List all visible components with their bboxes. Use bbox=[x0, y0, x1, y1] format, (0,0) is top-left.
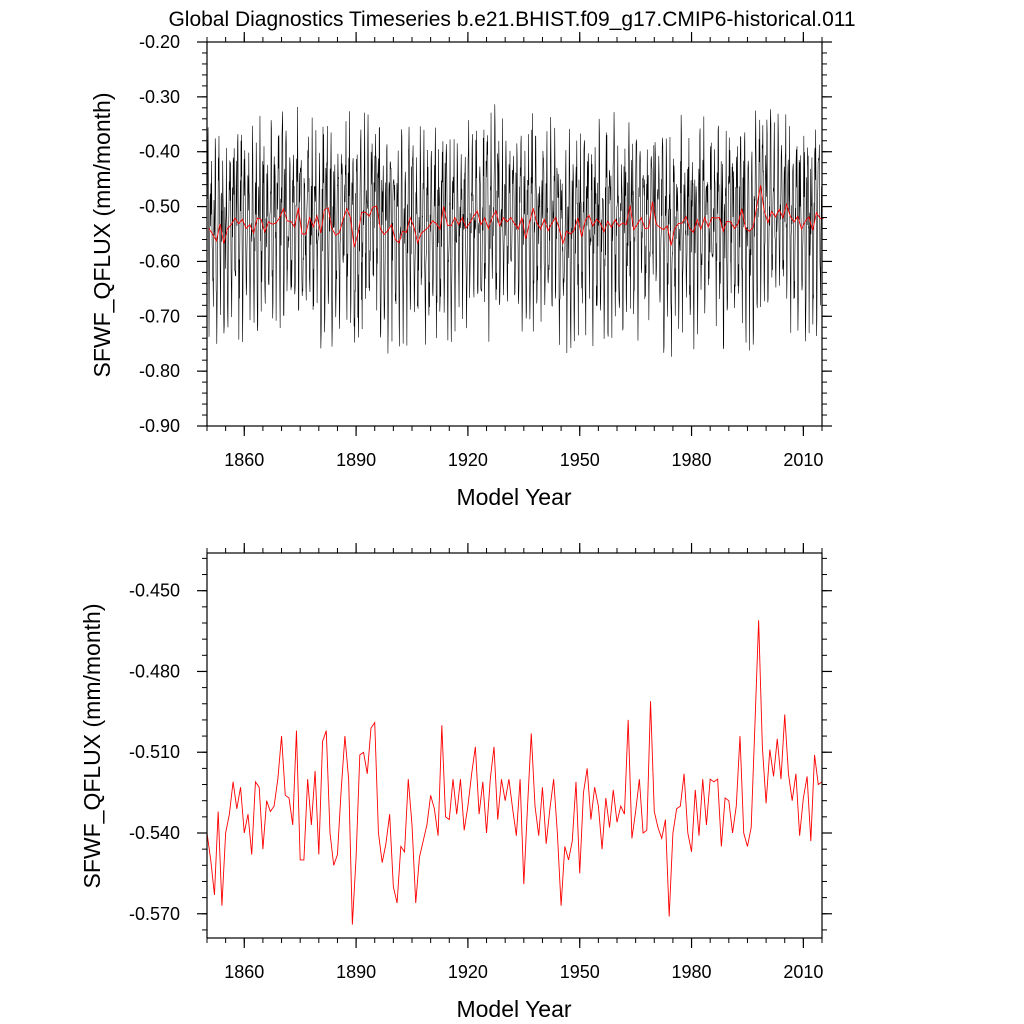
bottom-chart: 1860 1890 1920 1950 1980 2010 -0.450 -0.480 -0.5… bbox=[79, 543, 832, 1022]
top-y-axis-title: SFWF_QFLUX (mm/month) bbox=[89, 93, 115, 378]
top-y-tick-label: -0.80 bbox=[139, 361, 180, 381]
bottom-x-tick-label: 1950 bbox=[560, 962, 600, 982]
top-y-tick-label: -0.40 bbox=[139, 142, 180, 162]
top-y-tick-label: -0.90 bbox=[139, 416, 180, 436]
top-x-axis-title: Model Year bbox=[456, 484, 571, 510]
top-y-tick-label: -0.20 bbox=[139, 32, 180, 52]
top-y-tick-label: -0.60 bbox=[139, 251, 180, 271]
top-x-tick-label: 1920 bbox=[448, 450, 488, 470]
bottom-y-tick-label: -0.510 bbox=[129, 742, 180, 762]
bottom-x-tick-label: 2010 bbox=[783, 962, 823, 982]
top-x-tick-label: 1860 bbox=[224, 450, 264, 470]
bottom-y-tick-label: -0.450 bbox=[129, 581, 180, 601]
top-chart: 1860 1890 1920 1950 1980 2010 -0.20 -0.30 -0.40 -… bbox=[89, 32, 832, 510]
top-y-tick-label: -0.50 bbox=[139, 197, 180, 217]
bottom-annual-series-line bbox=[206, 620, 823, 925]
top-monthly-series-line bbox=[206, 104, 823, 357]
top-y-tick-label: -0.70 bbox=[139, 306, 180, 326]
figure-title: Global Diagnostics Timeseries b.e21.BHIS… bbox=[168, 8, 855, 31]
top-x-tick-label: 2010 bbox=[783, 450, 823, 470]
bottom-x-tick-label: 1890 bbox=[336, 962, 376, 982]
bottom-y-tick-label: -0.540 bbox=[129, 823, 180, 843]
bottom-x-axis-title: Model Year bbox=[456, 996, 571, 1022]
top-plot-frame bbox=[206, 41, 823, 427]
top-y-tick-label: -0.30 bbox=[139, 87, 180, 107]
top-x-tick-label: 1890 bbox=[336, 450, 376, 470]
top-x-tick-label: 1980 bbox=[672, 450, 712, 470]
bottom-x-tick-label: 1980 bbox=[672, 962, 712, 982]
bottom-y-axis-title: SFWF_QFLUX (mm/month) bbox=[79, 604, 105, 889]
bottom-y-tick-label: -0.570 bbox=[129, 904, 180, 924]
top-x-tick-label: 1950 bbox=[560, 450, 600, 470]
bottom-y-tick-label: -0.480 bbox=[129, 661, 180, 681]
bottom-x-tick-label: 1860 bbox=[224, 962, 264, 982]
top-annual-series-line bbox=[208, 185, 824, 248]
bottom-plot-frame bbox=[206, 552, 823, 939]
bottom-x-tick-label: 1920 bbox=[448, 962, 488, 982]
